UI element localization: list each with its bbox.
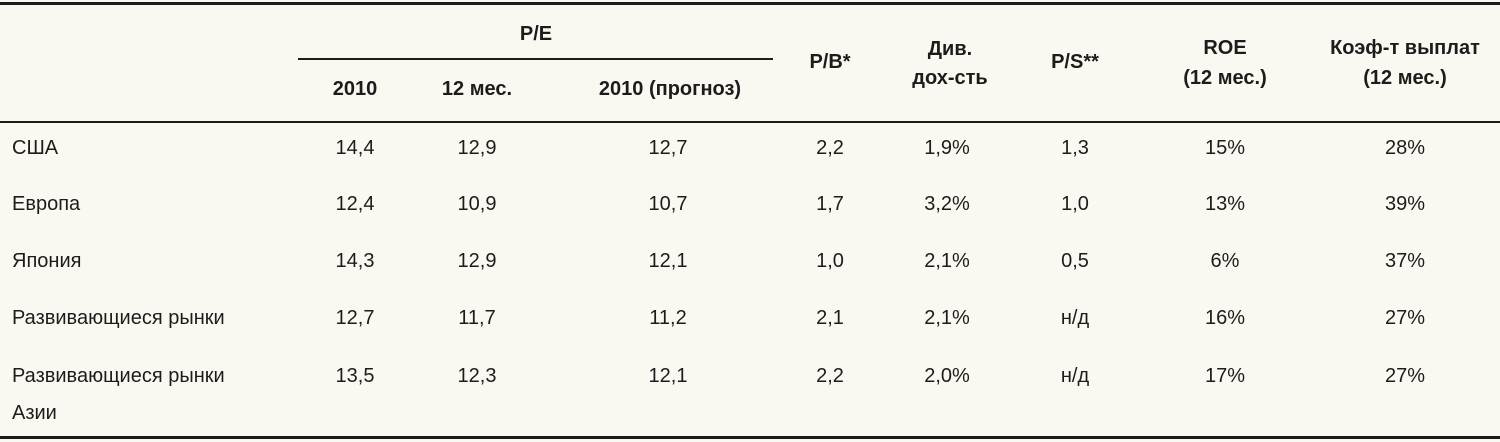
row-label-continuation: Азии: [12, 402, 57, 424]
cell-roe: 17%: [1204, 365, 1246, 387]
cell-roe: 15%: [1204, 137, 1246, 159]
row-label: Развивающиеся рынки: [12, 307, 225, 329]
cell-pb: 2,1: [816, 307, 844, 329]
header-pe-underline: [298, 58, 773, 60]
header-pe-12m: 12 мес.: [441, 78, 513, 100]
cell-div: 3,2%: [924, 193, 970, 215]
cell-pe-2010: 12,7: [335, 307, 375, 329]
cell-div: 1,9%: [924, 137, 970, 159]
cell-pe-2010: 14,3: [335, 250, 375, 272]
cell-ps: 1,0: [1061, 193, 1089, 215]
cell-pe-12m: 12,9: [457, 137, 497, 159]
cell-pe-2010: 12,4: [335, 193, 375, 215]
cell-pe-forecast: 12,1: [648, 365, 688, 387]
cell-pe-2010: 14,4: [335, 137, 375, 159]
header-ps: P/S**: [1051, 51, 1099, 73]
cell-payout: 27%: [1384, 307, 1426, 329]
cell-pb: 2,2: [816, 365, 844, 387]
row-label: Япония: [12, 250, 82, 272]
header-roe-line2: (12 мес.): [1183, 67, 1267, 89]
cell-pb: 1,0: [816, 250, 844, 272]
table-bottom-rule: [0, 436, 1500, 439]
header-pe-forecast: 2010 (прогноз): [598, 78, 742, 100]
cell-ps: н/д: [1060, 365, 1090, 387]
cell-ps: 1,3: [1061, 137, 1089, 159]
cell-pe-12m: 12,3: [457, 365, 497, 387]
header-roe-line1: ROE: [1203, 37, 1247, 59]
cell-pe-forecast: 12,1: [648, 250, 688, 272]
cell-pe-12m: 10,9: [457, 193, 497, 215]
cell-ps: 0,5: [1061, 250, 1089, 272]
header-pb: P/B*: [809, 51, 851, 73]
cell-pe-12m: 12,9: [457, 250, 497, 272]
cell-div: 2,1%: [924, 307, 970, 329]
header-div-line1: Див.: [927, 38, 973, 60]
cell-ps: н/д: [1060, 307, 1090, 329]
header-pe-group: P/E: [519, 23, 553, 45]
cell-pb: 1,7: [816, 193, 844, 215]
cell-pe-forecast: 10,7: [648, 193, 688, 215]
table-top-rule: [0, 2, 1500, 5]
row-label: Развивающиеся рынки: [12, 365, 225, 387]
header-payout-line1: Коэф-т выплат: [1330, 37, 1480, 59]
cell-pe-2010: 13,5: [335, 365, 375, 387]
cell-pb: 2,2: [816, 137, 844, 159]
header-payout-line2: (12 мес.): [1363, 67, 1447, 89]
cell-roe: 13%: [1204, 193, 1246, 215]
header-pe-2010: 2010: [332, 78, 378, 100]
cell-roe: 16%: [1204, 307, 1246, 329]
cell-payout: 39%: [1384, 193, 1426, 215]
cell-div: 2,1%: [924, 250, 970, 272]
header-div-line2: дох-сть: [912, 67, 988, 89]
cell-pe-12m: 11,7: [458, 307, 496, 329]
cell-payout: 27%: [1384, 365, 1426, 387]
cell-payout: 37%: [1384, 250, 1426, 272]
cell-pe-forecast: 12,7: [648, 137, 688, 159]
cell-pe-forecast: 11,2: [649, 307, 687, 329]
cell-div: 2,0%: [924, 365, 970, 387]
cell-payout: 28%: [1384, 137, 1426, 159]
row-label: Европа: [12, 193, 81, 215]
row-label: США: [12, 137, 59, 159]
table-header-rule: [0, 121, 1500, 123]
cell-roe: 6%: [1210, 250, 1240, 272]
